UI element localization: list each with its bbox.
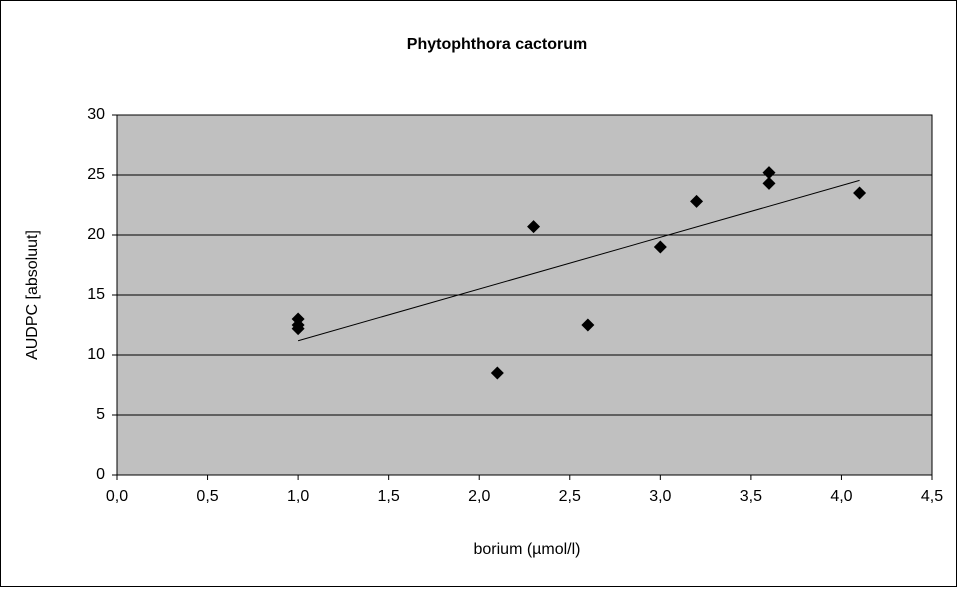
x-tick-label: 1,0 — [287, 488, 309, 505]
y-tick-label: 15 — [87, 286, 105, 303]
point — [490, 366, 504, 380]
point — [762, 176, 776, 190]
x-tick-label: 3,0 — [649, 488, 671, 505]
point — [653, 240, 667, 254]
chart-title: Phytophthora cactorum — [407, 36, 587, 53]
x-axis-label: borium (µmol/l) — [473, 541, 580, 558]
x-tick-label: 4,5 — [921, 488, 943, 505]
point — [527, 220, 541, 234]
y-tick-label: 5 — [96, 406, 105, 423]
y-axis-label: AUDPC [absoluut] — [24, 230, 41, 360]
plot-border — [116, 114, 933, 476]
y-tick-label: 25 — [87, 166, 105, 183]
y-tick-label: 30 — [87, 106, 105, 123]
point — [762, 166, 776, 180]
x-tick-label: 3,5 — [740, 488, 762, 505]
y-tick-label: 10 — [87, 346, 105, 363]
x-tick-label: 1,5 — [378, 488, 400, 505]
x-tick-label: 2,0 — [468, 488, 490, 505]
point — [581, 318, 595, 332]
point — [853, 186, 867, 200]
point — [690, 194, 704, 208]
x-tick-label: 2,5 — [559, 488, 581, 505]
y-tick-label: 0 — [96, 466, 105, 483]
y-tick-label: 20 — [87, 226, 105, 243]
x-tick-label: 0,5 — [196, 488, 218, 505]
point — [291, 322, 305, 336]
x-tick-label: 4,0 — [830, 488, 852, 505]
trendline — [297, 179, 860, 342]
x-tick-label: 0,0 — [106, 488, 128, 505]
